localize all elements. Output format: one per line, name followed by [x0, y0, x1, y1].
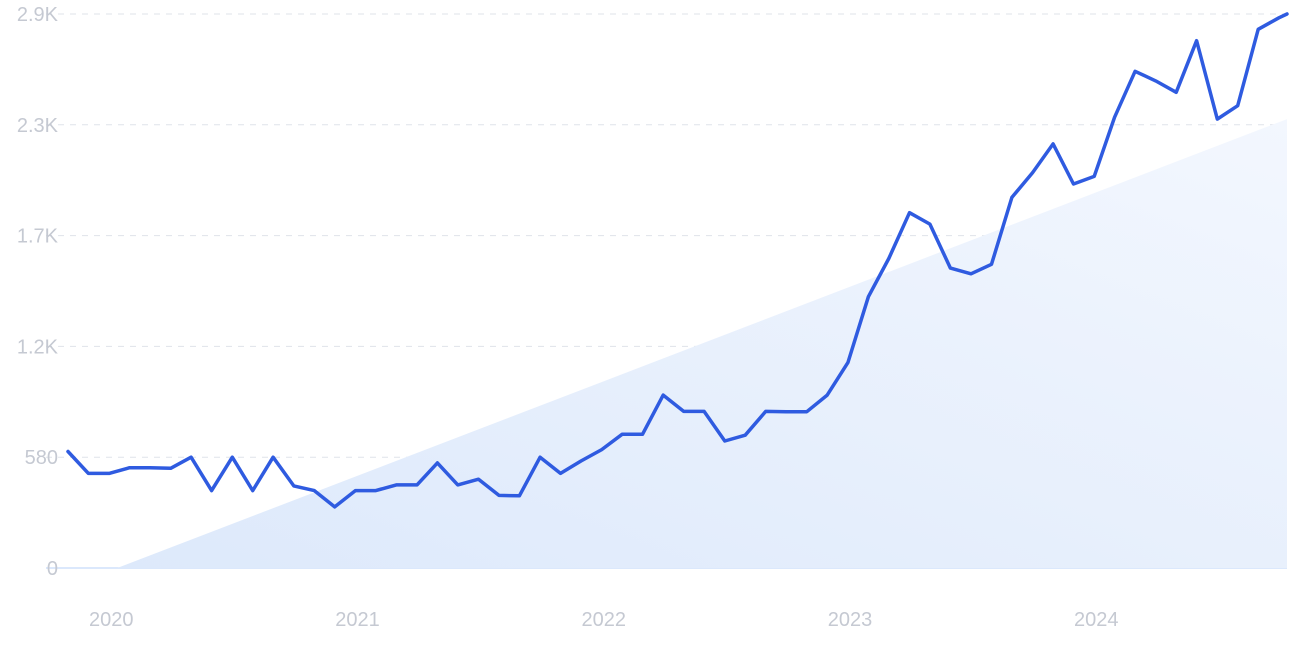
x-tick-label: 2021 [335, 609, 380, 631]
y-tick-label: 0 [47, 558, 58, 580]
x-axis: 2020 2021 2022 2023 2024 [89, 609, 1119, 631]
series-line [66, 12, 1289, 509]
y-tick-label: 2.9K [17, 4, 59, 26]
trend-area-shape [117, 119, 1287, 568]
x-tick-label: 2023 [828, 609, 873, 631]
y-axis: 0 580 1.2K 1.7K 2.3K 2.9K [17, 4, 59, 580]
x-tick-label: 2020 [89, 609, 134, 631]
x-tick-label: 2022 [582, 609, 627, 631]
trend-area [117, 119, 1287, 568]
y-tick-label: 1.7K [17, 226, 59, 248]
y-tick-label: 1.2K [17, 336, 59, 358]
x-tick-label: 2024 [1074, 609, 1119, 631]
y-tick-label: 580 [25, 447, 58, 469]
series [66, 12, 1289, 509]
y-tick-label: 2.3K [17, 115, 59, 137]
